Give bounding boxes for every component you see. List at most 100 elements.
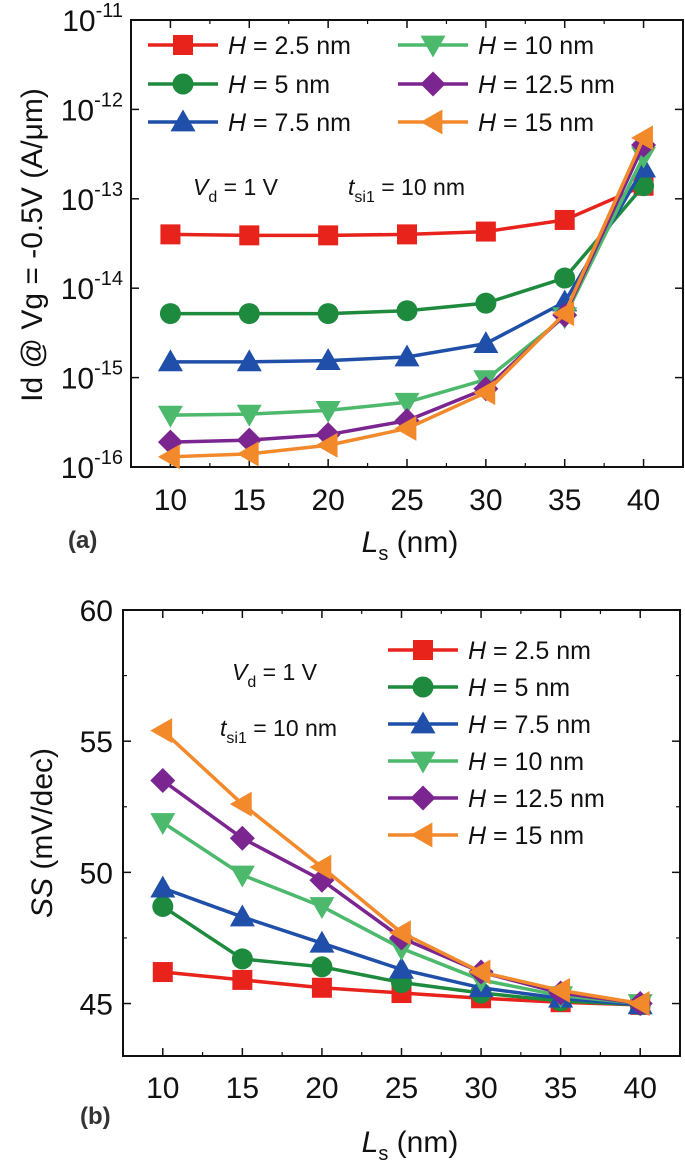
legend-var: H [478, 71, 497, 99]
y-axis-label: Id @ Vg = -0.5V (A/μm) [16, 88, 49, 402]
data-point [627, 991, 650, 1017]
legend-marker [412, 676, 434, 698]
data-point [157, 349, 183, 372]
y-tick-label: 10-13 [61, 179, 123, 217]
legend-label: H = 7.5 nm [228, 109, 351, 137]
x-tick-label: 30 [469, 484, 502, 517]
annotation-text: = 1 V [256, 659, 317, 685]
data-point [552, 301, 575, 327]
data-point [473, 331, 499, 353]
data-point [152, 895, 174, 917]
legend-item: H = 12.5 nm [398, 71, 615, 99]
x-tick-label: 40 [627, 484, 660, 517]
data-point [309, 930, 335, 953]
data-point [396, 300, 418, 322]
data-point [475, 221, 496, 242]
annotation-subscript: d [247, 674, 256, 691]
legend-item: H = 7.5 nm [148, 109, 351, 137]
legend-text: = 10 nm [496, 32, 594, 60]
data-point [475, 292, 497, 314]
y-tick-label: 10-14 [61, 268, 123, 306]
data-point [229, 904, 255, 927]
data-point [315, 432, 338, 458]
data-point [311, 977, 332, 998]
legend-var: H [228, 109, 247, 137]
x-tick-label: 10 [154, 484, 187, 517]
legend-item: H = 10 nm [388, 748, 584, 776]
legend-text: = 5 nm [486, 674, 570, 702]
y-tick-label: 60 [80, 595, 113, 628]
x-tick-label: 15 [226, 1072, 259, 1105]
data-point [232, 969, 253, 990]
legend-label: H = 5 nm [468, 674, 570, 702]
annotation-symbol: t [220, 715, 228, 741]
x-tick-label: 20 [311, 484, 344, 517]
legend-var: H [468, 711, 487, 739]
y-tick-base: 10 [61, 363, 94, 396]
annotation-text: = 1 V [217, 174, 278, 200]
legend-label: H = 7.5 nm [468, 711, 591, 739]
legend-marker [420, 35, 446, 58]
legend-marker [410, 751, 436, 774]
legend-var: H [468, 637, 487, 665]
data-point [309, 897, 335, 919]
data-point [473, 380, 496, 406]
x-tick-label: 35 [548, 484, 581, 517]
x-axis-subscript: s [378, 543, 388, 565]
legend-label: H = 15 nm [468, 822, 584, 850]
data-point [318, 225, 339, 246]
legend-var: H [468, 674, 487, 702]
x-tick-label: 25 [385, 1072, 418, 1105]
legend-var: H [468, 748, 487, 776]
data-point [236, 404, 262, 427]
data-point [150, 768, 176, 794]
data-point [157, 405, 183, 428]
legend-item: H = 5 nm [148, 71, 330, 99]
legend-text: = 10 nm [486, 748, 584, 776]
data-point [159, 303, 181, 325]
x-axis-label: Ls (nm) [362, 526, 459, 565]
y-axis-symbol: SS [26, 878, 59, 918]
series-H-15-nm [150, 718, 650, 1017]
x-tick-label: 20 [305, 1072, 338, 1105]
legend-marker [413, 640, 433, 660]
y-tick-label: 10-12 [61, 89, 123, 127]
annotation-text: = 10 nm [375, 174, 465, 200]
legend-item: H = 10 nm [398, 32, 594, 60]
y-tick-label: 45 [80, 989, 113, 1022]
legend-marker [172, 73, 194, 95]
legend-var: H [478, 109, 497, 137]
data-point [397, 224, 417, 245]
y-tick-label: 55 [80, 726, 113, 759]
x-axis-symbol: L [362, 1126, 379, 1159]
y-tick-label: 10-11 [62, 0, 123, 38]
legend-label: H = 2.5 nm [228, 32, 351, 60]
annotation-subscript: d [208, 189, 217, 206]
data-point [231, 948, 253, 970]
legend-item: H = 5 nm [388, 674, 570, 702]
data-point [236, 441, 259, 467]
legend-text: = 7.5 nm [486, 711, 591, 739]
x-axis-subscript: s [378, 1143, 388, 1164]
data-point [236, 349, 262, 372]
x-axis-label: Ls (nm) [362, 1126, 459, 1164]
data-point [394, 415, 417, 441]
data-point [315, 348, 341, 370]
legend-marker [420, 71, 446, 97]
data-point [229, 865, 255, 888]
data-point [394, 392, 420, 415]
data-point [238, 303, 260, 325]
x-axis-unit: (nm) [388, 526, 458, 559]
annotation-subscript: si1 [226, 730, 247, 747]
legend-item: H = 15 nm [388, 822, 584, 850]
legend-marker [410, 711, 436, 734]
data-point [309, 854, 332, 880]
legend-label: H = 10 nm [478, 32, 594, 60]
legend-marker [170, 109, 196, 132]
legend-text: = 15 nm [496, 109, 594, 137]
y-tick-exponent: -13 [94, 179, 123, 201]
y-tick-exponent: -15 [94, 358, 123, 380]
data-point [631, 125, 653, 151]
data-point [554, 267, 576, 289]
